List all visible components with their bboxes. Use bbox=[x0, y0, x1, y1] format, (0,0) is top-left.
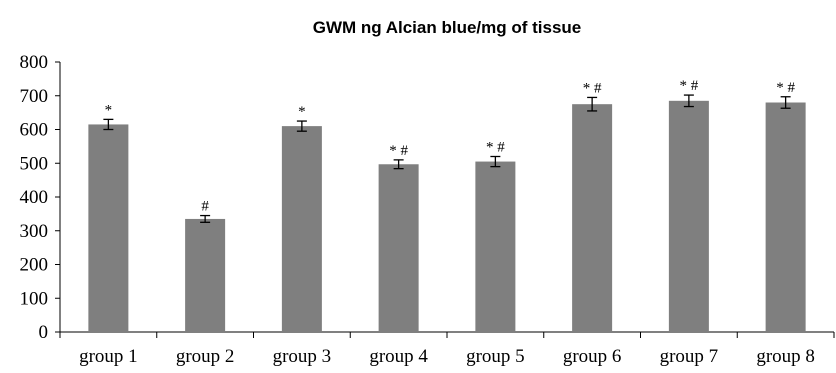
x-category-label: group 2 bbox=[176, 346, 235, 367]
x-category-label: group 1 bbox=[79, 346, 138, 367]
significance-label: * bbox=[105, 102, 113, 118]
significance-label: * # bbox=[776, 80, 795, 96]
bar bbox=[475, 161, 516, 332]
significance-label: * # bbox=[486, 140, 505, 156]
significance-label: * bbox=[298, 104, 306, 120]
y-tick-label: 600 bbox=[20, 120, 49, 141]
bar bbox=[185, 218, 226, 332]
x-category-label: group 6 bbox=[563, 346, 622, 367]
bars: * # * * # * # * # * # * # bbox=[88, 78, 806, 332]
y-tick-label: 700 bbox=[20, 86, 49, 107]
y-tick-label: 0 bbox=[39, 322, 49, 343]
y-tick-label: 500 bbox=[20, 153, 49, 174]
x-category-label: group 8 bbox=[756, 346, 815, 367]
y-tick-label: 300 bbox=[20, 221, 49, 242]
bar bbox=[88, 124, 129, 332]
significance-label: * # bbox=[389, 143, 408, 159]
x-category-label: group 5 bbox=[466, 346, 525, 367]
significance-label: * # bbox=[583, 80, 602, 96]
x-axis: group 1 group 2 group 3 group 4 group 5 group… bbox=[59, 331, 835, 367]
significance-label: # bbox=[201, 199, 209, 215]
y-tick-label: 800 bbox=[20, 52, 49, 73]
y-tick-label: 400 bbox=[20, 187, 49, 208]
chart-title: GWM ng Alcian blue/mg of tissue bbox=[313, 18, 582, 37]
bar bbox=[378, 164, 419, 332]
bar bbox=[765, 102, 806, 332]
x-category-label: group 4 bbox=[369, 346, 428, 367]
y-tick-label: 100 bbox=[20, 288, 49, 309]
y-tick-label: 200 bbox=[20, 255, 49, 276]
significance-label: * # bbox=[680, 78, 699, 94]
bar bbox=[281, 126, 322, 332]
bar bbox=[668, 100, 709, 332]
bar bbox=[572, 104, 613, 332]
x-category-label: group 3 bbox=[273, 346, 332, 367]
x-category-label: group 7 bbox=[660, 346, 719, 367]
y-axis: 0 100 200 300 400 500 600 700 800 bbox=[20, 52, 61, 343]
